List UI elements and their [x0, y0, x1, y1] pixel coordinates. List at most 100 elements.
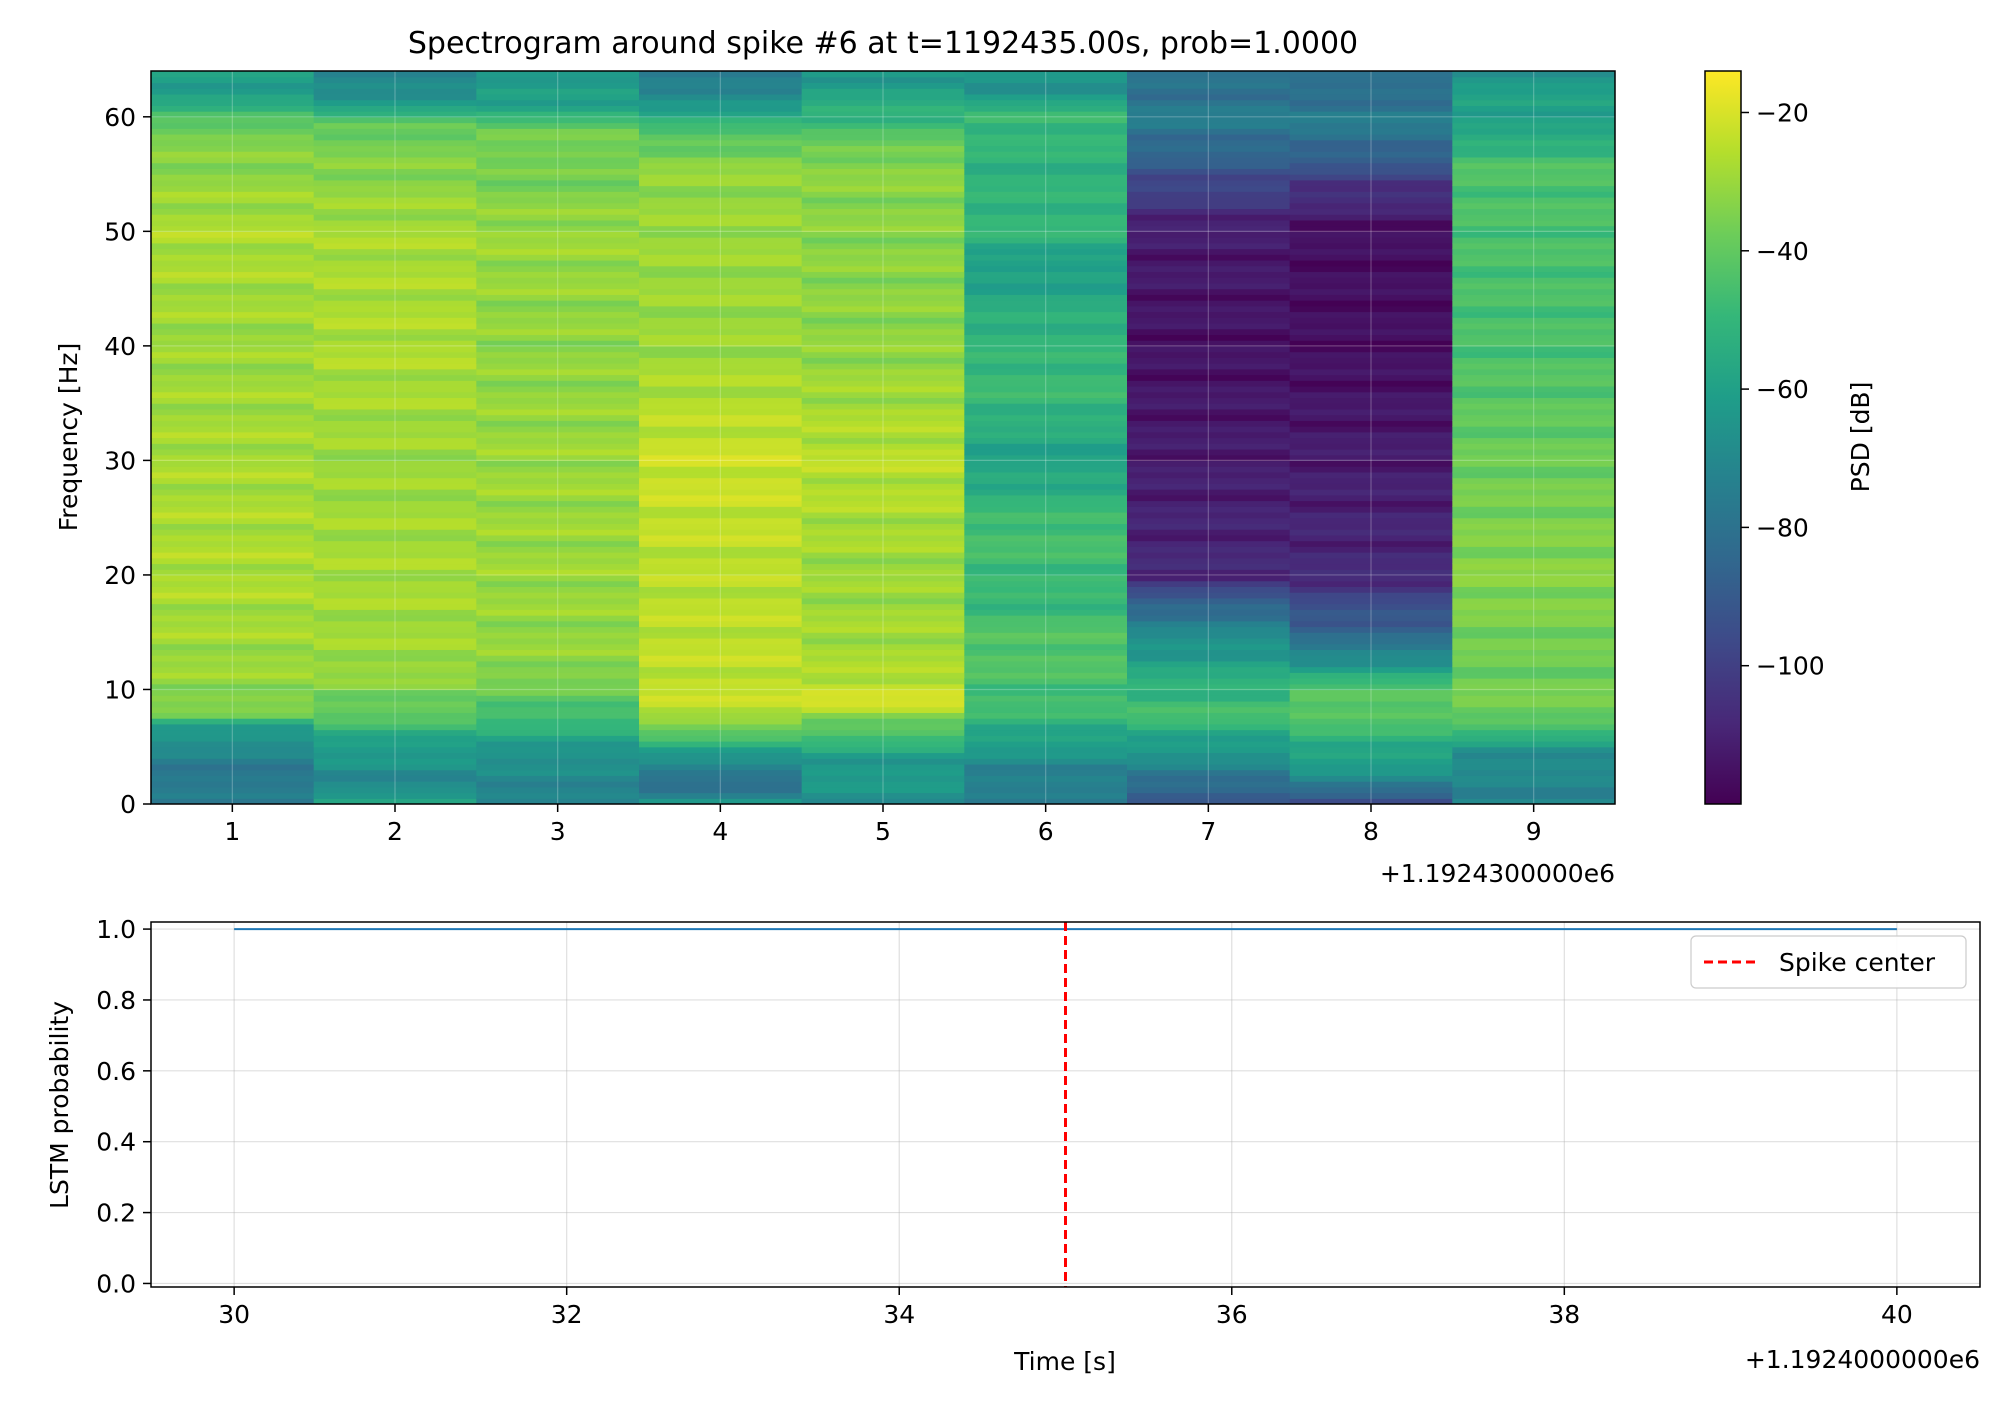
spectrogram-cell	[964, 448, 1128, 456]
spectrogram-cell	[313, 122, 477, 129]
spectrogram-cell	[1289, 672, 1453, 679]
spectrogram-cell	[639, 580, 803, 587]
spectrogram-cell	[1289, 282, 1453, 290]
spectrogram-cell	[1452, 431, 1615, 439]
spectrogram-cell	[1127, 385, 1291, 393]
y-tick-label: 0.8	[96, 986, 136, 1015]
spectrogram-cell	[801, 317, 965, 324]
spectrogram-cell	[313, 322, 477, 330]
spectrogram-cell	[1127, 76, 1291, 84]
spectrogram-cell	[1289, 248, 1453, 255]
spectrogram-cell	[476, 300, 640, 307]
colorbar-label: PSD [dB]	[1846, 382, 1875, 493]
spectrogram-cell	[1452, 637, 1615, 645]
spectrogram-cell	[1127, 632, 1291, 639]
spectrogram-cell	[313, 489, 477, 496]
spectrogram-cell	[313, 506, 477, 513]
spectrogram-cell	[1452, 300, 1615, 307]
spectrogram-cell	[1452, 786, 1615, 794]
spectrogram-cell	[151, 317, 315, 324]
spectrogram-cell	[313, 477, 477, 484]
spectrogram-cell	[476, 414, 640, 421]
spectrogram-cell	[964, 517, 1128, 524]
spectrogram-cell	[964, 649, 1128, 656]
spectrogram-cell	[151, 351, 315, 358]
spectrogram-cell	[639, 351, 803, 358]
spectrogram-cell	[313, 202, 477, 210]
spectrogram-cell	[313, 340, 477, 347]
spectrogram-cell	[151, 609, 315, 616]
spectrogram-cell	[151, 76, 315, 84]
spectrogram-cell	[639, 162, 803, 169]
spectrogram-cell	[1289, 391, 1453, 399]
spectrogram-cell	[801, 666, 965, 673]
spectrogram-cell	[964, 655, 1128, 662]
spectrogram-cell	[1127, 569, 1291, 576]
spectrogram-cell	[1289, 71, 1453, 78]
spectrogram-cell	[801, 179, 965, 187]
spectrogram-cell	[313, 139, 477, 147]
spectrogram-cell	[801, 328, 965, 336]
spectrogram-cell	[639, 219, 803, 227]
spectrogram-cell	[1289, 563, 1453, 570]
spectrogram-cell	[476, 385, 640, 393]
spectrogram-cell	[476, 534, 640, 542]
spectrogram-cell	[964, 277, 1128, 284]
spectrogram-cell	[639, 569, 803, 576]
spectrogram-cell	[313, 242, 477, 250]
spectrogram-cell	[313, 254, 477, 261]
spectrogram-cell	[151, 277, 315, 284]
spectrogram-cell	[313, 288, 477, 295]
spectrogram-cell	[313, 517, 477, 524]
spectrogram-cell	[639, 506, 803, 513]
spectrogram-cell	[151, 448, 315, 456]
spectrogram-cell	[151, 729, 315, 736]
spectrogram-cell	[1452, 208, 1615, 215]
spectrogram-cell	[964, 294, 1128, 301]
spectrogram-cell	[313, 420, 477, 427]
spectrogram-cell	[151, 174, 315, 181]
spectrogram-cell	[1127, 735, 1291, 742]
spectrogram-cell	[476, 471, 640, 479]
spectrogram-cell	[151, 380, 315, 387]
spectrogram-cell	[801, 71, 965, 78]
spectrogram-cell	[964, 569, 1128, 576]
spectrogram-cell	[1289, 569, 1453, 576]
spectrogram-cell	[801, 483, 965, 490]
spectrogram-cell	[964, 437, 1128, 444]
spectrogram-cell	[476, 729, 640, 736]
spectrogram-cell	[1289, 385, 1453, 393]
spectrogram-cell	[1127, 574, 1291, 582]
spectrogram-cell	[1452, 620, 1615, 628]
spectrogram-cell	[801, 174, 965, 181]
spectrogram-cell	[1127, 225, 1291, 232]
spectrogram-cell	[151, 71, 315, 78]
y-tick-label: 30	[104, 446, 136, 475]
spectrogram-cell	[801, 322, 965, 330]
spectrogram-cell	[1289, 511, 1453, 519]
spectrogram-cell	[639, 655, 803, 662]
spectrogram-cell	[801, 122, 965, 129]
spectrogram-cell	[313, 466, 477, 473]
spectrogram-cell	[964, 729, 1128, 736]
spectrogram-cell	[1289, 334, 1453, 341]
spectrogram-cell	[1127, 300, 1291, 307]
spectrogram-cell	[476, 775, 640, 782]
spectrogram-cell	[1452, 71, 1615, 78]
spectrogram-cell	[151, 105, 315, 112]
spectrogram-cell	[313, 145, 477, 152]
spectrogram-cell	[639, 431, 803, 439]
spectrogram-cell	[801, 586, 965, 593]
x-tick-label: 32	[551, 1300, 583, 1329]
spectrogram-cell	[1452, 552, 1615, 559]
spectrogram-cell	[1127, 151, 1291, 158]
spectrogram-cell	[964, 683, 1128, 691]
spectrogram-cell	[801, 706, 965, 713]
spectrogram-cell	[476, 443, 640, 450]
spectrogram-cell	[801, 248, 965, 255]
spectrogram-cell	[313, 133, 477, 141]
spectrogram-cell	[476, 357, 640, 364]
spectrogram-cell	[151, 483, 315, 490]
spectrogram-cell	[801, 391, 965, 399]
spectrogram-cell	[1289, 225, 1453, 232]
